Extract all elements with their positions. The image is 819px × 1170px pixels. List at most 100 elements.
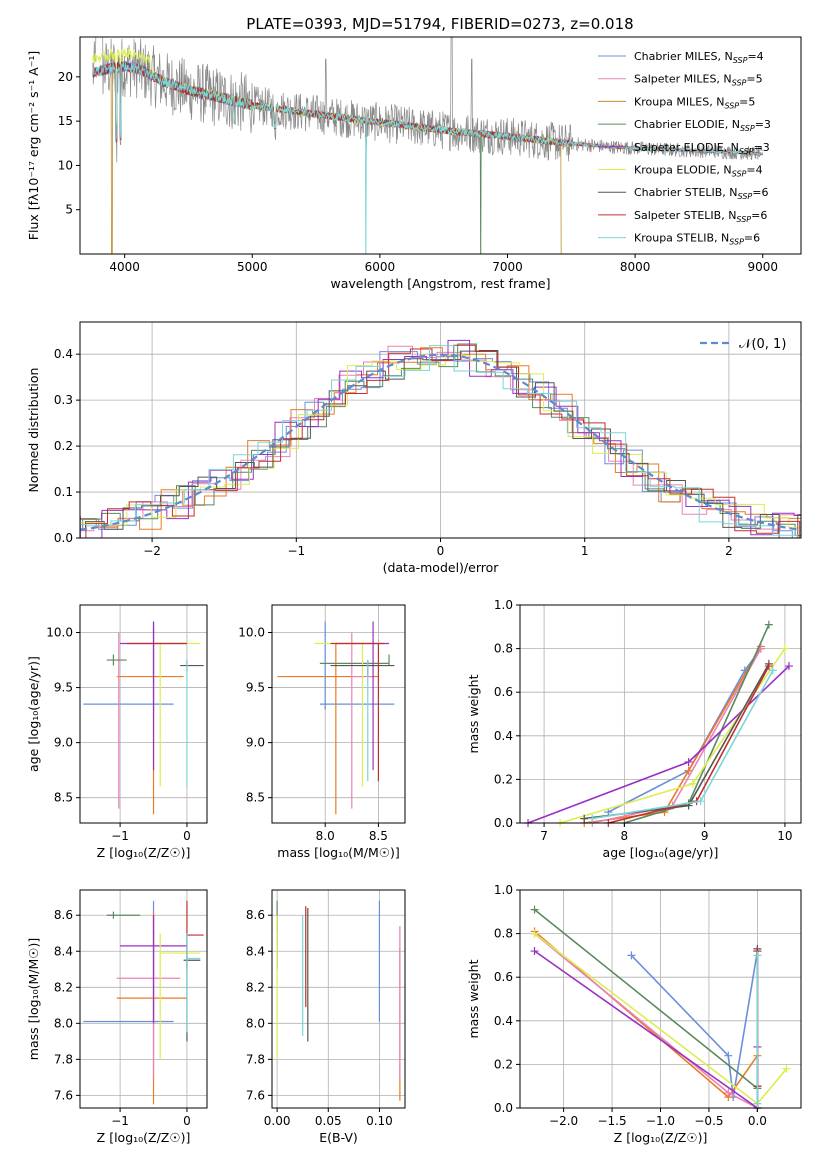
y-tick-label: 8.6	[54, 908, 73, 922]
x-tick-label: 2	[725, 544, 733, 558]
y-tick-label: 9.5	[246, 681, 265, 695]
y-tick-label: 0.4	[54, 347, 73, 361]
x-tick-label: −1.0	[646, 1114, 675, 1128]
x-tick-label: −1.5	[597, 1114, 626, 1128]
x-tick-label: 10	[777, 829, 792, 843]
axes-border	[271, 889, 406, 1109]
y-tick-label: 20	[58, 70, 73, 84]
z-weight-plot: −2.0 −1.5 −1.0 −0.5 0.0 0.0 0.2 0.4 0.6 0.8 1.0 Z […	[466, 883, 802, 1145]
weight-marker	[696, 797, 705, 806]
figure-title: PLATE=0393, MJD=51794, FIBERID=0273, z=0…	[246, 15, 633, 33]
weight-marker	[580, 814, 589, 823]
weight-marker	[530, 947, 539, 956]
y-tick-label: 5	[65, 203, 73, 217]
model-spectrum-8	[92, 61, 763, 254]
x-tick-label: 8	[621, 829, 629, 843]
legend-entry: Kroupa STELIB, NSSP=6	[634, 232, 760, 247]
residual-histogram: −2 −1 0 1 2 0.0 0.1 0.2 0.3 0.4 (data-model)/error…	[26, 321, 802, 575]
x-tick-label: −2	[143, 544, 161, 558]
x-tick-label: 0.05	[315, 1114, 342, 1128]
histogram-step-6	[80, 350, 801, 539]
y-tick-label: 9.0	[54, 736, 73, 750]
y-tick-label: 0.8	[494, 927, 513, 941]
axes-border	[79, 36, 802, 255]
x-axis-label: (data-model)/error	[383, 560, 500, 575]
weight-marker	[784, 662, 793, 671]
y-tick-label: 9.5	[54, 681, 73, 695]
axes-border	[79, 889, 208, 1109]
y-tick-label: 8.0	[54, 1016, 73, 1030]
legend-entry: Salpeter MILES, NSSP=5	[634, 73, 763, 88]
axes-frame: 8.0 8.5 8.5 9.0 9.5 10.0 mass [log₁₀(M/M☉)]	[238, 604, 406, 860]
x-tick-label: 4000	[109, 260, 140, 274]
axes-frame: −2.0 −1.5 −1.0 −0.5 0.0 0.0 0.2 0.4 0.6 0.8 1.0 Z […	[466, 883, 802, 1145]
weight-line-0	[607, 648, 762, 813]
x-axis-label: Z [log₁₀(Z/Z☉)]	[97, 1130, 191, 1145]
ebv-mass-plot: 0.00 0.05 0.10 7.6 7.8 8.0 8.2 8.4 8.6 E(B-V)	[246, 889, 406, 1145]
grid	[272, 605, 405, 823]
weight-line-4	[527, 665, 790, 824]
legend-entry: Chabrier STELIB, NSSP=6	[634, 186, 768, 201]
grid	[80, 890, 207, 1108]
x-tick-label: −1	[287, 544, 305, 558]
x-tick-label: 0	[183, 1114, 191, 1128]
x-tick-label: 6000	[365, 260, 396, 274]
grid	[520, 604, 801, 824]
x-tick-label: 0.00	[264, 1114, 291, 1128]
x-axis-label: age [log₁₀(age/yr)]	[603, 845, 719, 860]
y-tick-label: 8.6	[246, 908, 265, 922]
x-tick-label: 7	[540, 829, 548, 843]
y-tick-label: 0.0	[494, 1101, 513, 1115]
weight-line-4	[534, 950, 759, 1110]
weight-marker	[530, 929, 539, 938]
axes-border	[519, 604, 802, 824]
legend-entry: Salpeter STELIB, NSSP=6	[634, 209, 767, 224]
x-tick-label: 8.0	[316, 829, 335, 843]
y-axis-label: mass [log₁₀(M/M☉)]	[26, 938, 41, 1060]
grid	[272, 890, 405, 1108]
y-axis-label: Flux [fλ10⁻¹⁷ erg cm⁻² s⁻¹ A⁻¹]	[26, 51, 41, 240]
y-tick-label: 8.4	[246, 944, 265, 958]
weight-marker	[684, 757, 693, 766]
y-tick-label: 7.6	[54, 1088, 73, 1102]
legend-entry: 𝒩(0, 1)	[739, 337, 786, 352]
x-tick-label: 0	[437, 544, 445, 558]
grid	[80, 605, 207, 823]
y-tick-label: 0.8	[494, 642, 513, 656]
weight-line-1	[533, 930, 759, 1099]
axes-frame: −1 0 8.5 9.0 9.5 10.0 Z [log₁₀(Z/Z☉)] age [log₁…	[26, 604, 208, 860]
y-tick-label: 0.0	[494, 816, 513, 830]
y-tick-label: 7.8	[246, 1052, 265, 1066]
weight-line-8	[592, 670, 774, 820]
weight-marker	[753, 951, 762, 960]
y-tick-label: 0.1	[54, 485, 73, 499]
axes-frame: 0.00 0.05 0.10 7.6 7.8 8.0 8.2 8.4 8.6 E(B-V)	[246, 889, 406, 1145]
y-tick-label: 0.6	[494, 685, 513, 699]
axes-frame: −1 0 7.6 7.8 8.0 8.2 8.4 8.6 Z [log₁₀(Z/Z☉)] mass…	[26, 889, 208, 1145]
weight-marker	[724, 1088, 733, 1097]
weight-marker	[768, 666, 777, 675]
y-tick-label: 0.2	[494, 772, 513, 786]
weight-line-0	[630, 950, 759, 1098]
y-tick-label: 8.5	[246, 791, 265, 805]
y-tick-label: 8.0	[246, 1016, 265, 1030]
observed-spectrum	[92, 37, 763, 163]
x-tick-label: −2.0	[549, 1114, 578, 1128]
mass-age-plot: 8.0 8.5 8.5 9.0 9.5 10.0 mass [log₁₀(M/M☉)]	[238, 604, 406, 860]
x-axis-label: wavelength [Angstrom, rest frame]	[330, 276, 550, 291]
y-tick-label: 15	[58, 114, 73, 128]
x-tick-label: 8000	[620, 260, 651, 274]
weight-marker	[764, 620, 773, 629]
x-axis-label: Z [log₁₀(Z/Z☉)]	[97, 845, 191, 860]
y-axis-label: age [log₁₀(age/yr)]	[26, 656, 41, 772]
histogram-step-3	[80, 343, 801, 536]
x-axis-label: mass [log₁₀(M/M☉)]	[277, 845, 399, 860]
y-tick-label: 7.8	[54, 1052, 73, 1066]
x-tick-label: −1	[111, 829, 129, 843]
z-age-plot: −1 0 8.5 9.0 9.5 10.0 Z [log₁₀(Z/Z☉)] age [log₁…	[26, 604, 208, 860]
axes-frame: 7 8 9 10 0.0 0.2 0.4 0.6 0.8 1.0 age [log₁₀(age/yr…	[466, 598, 802, 860]
y-tick-label: 0.0	[54, 531, 73, 545]
y-tick-label: 8.2	[246, 980, 265, 994]
y-tick-label: 8.2	[54, 980, 73, 994]
histogram-step-8	[80, 345, 801, 539]
